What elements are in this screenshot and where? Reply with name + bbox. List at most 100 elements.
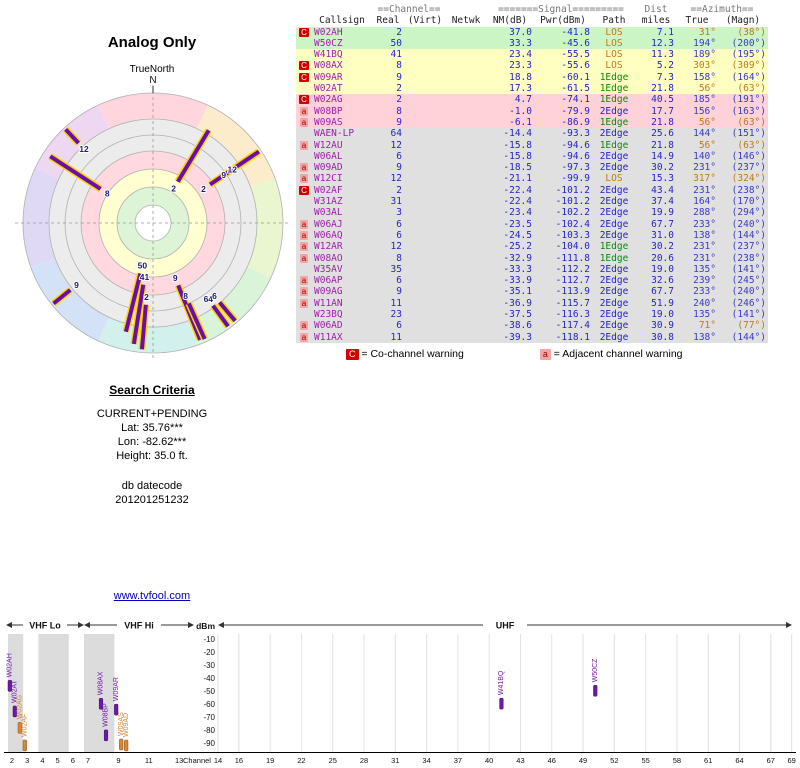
table-row: C W02AF 2 -22.4 -101.2 2Edge 43.4 231° (238°) [296, 184, 768, 197]
station-table-body: C W02AH 2 37.0 -41.8 LOS 7.1 31° (38°) W50CZ 50 33.… [296, 26, 768, 343]
azimuth-true: 194° [693, 37, 716, 49]
adjacent-channel-warning-icon: a [299, 321, 309, 331]
col-miles: miles [641, 15, 671, 27]
pwr-dbm: -93.3 [561, 128, 590, 140]
callsign: W02AG [314, 94, 343, 106]
pwr-dbm: -113.9 [555, 286, 590, 298]
radar-signal-bar [176, 129, 211, 183]
pwr-dbm: -101.2 [555, 196, 590, 208]
callsign: W12AU [314, 139, 343, 151]
real-channel: 2 [396, 94, 402, 106]
warning-marker: a [296, 106, 312, 117]
pwr-dbm: -101.2 [555, 184, 590, 196]
x-tick-label: 6 [71, 756, 75, 765]
callsign: W06AL [314, 150, 343, 162]
signal-path: 2Edge [599, 150, 629, 162]
signal-path: LOS [605, 60, 623, 72]
radar-signal-bar [64, 127, 81, 145]
pwr-dbm: -112.2 [555, 263, 590, 275]
table-row: a W06AJ 6 -23.5 -102.4 2Edge 67.7 233° (240°) [296, 218, 768, 230]
x-tick-label: 3 [25, 756, 29, 765]
azimuth-magnetic: (63°) [737, 139, 766, 151]
table-row: a W12AR 12 -25.2 -104.0 1Edge 30.2 231° (237°) [296, 241, 768, 253]
callsign: W41BQ [314, 49, 343, 61]
radar-channel-label: 50 [138, 261, 148, 271]
real-channel: 41 [390, 49, 402, 61]
network [446, 219, 486, 230]
x-tick-label: 16 [235, 756, 243, 765]
azimuth-true: 56° [698, 139, 716, 151]
nm-db: -39.3 [503, 331, 532, 343]
distance-miles: 37.4 [651, 196, 674, 208]
x-tick-label: 4 [40, 756, 44, 765]
callsign: W03AL [314, 207, 343, 219]
distance-miles: 14.9 [651, 150, 674, 162]
warning-marker [296, 83, 312, 94]
azimuth-true: 138° [693, 229, 716, 241]
azimuth-true: 288° [693, 207, 716, 219]
radar-signal-bar [49, 154, 102, 191]
col-callsign: Callsign [319, 15, 365, 27]
azimuth-true: 135° [693, 263, 716, 275]
azimuth-magnetic: (246°) [731, 297, 766, 309]
network [446, 275, 486, 286]
signal-path: 2Edge [599, 297, 629, 309]
azimuth-true: 31° [698, 26, 716, 38]
azimuth-magnetic: (164°) [731, 71, 766, 83]
nm-db: -6.1 [509, 116, 532, 128]
callsign: W06AD [314, 320, 343, 332]
table-row: a W12CI 12 -21.1 -99.9 LOS 15.3 317° (324°) [296, 173, 768, 185]
radar-signal-bar [123, 273, 143, 333]
distance-miles: 25.6 [651, 128, 674, 140]
datecode-value: 201201251232 [115, 494, 189, 506]
adjacent-channel-text: = Adjacent channel warning [553, 347, 683, 360]
signal-path: 2Edge [599, 229, 629, 241]
y-tick-label: -90 [203, 739, 215, 748]
warning-marker: C [296, 60, 312, 71]
radar-channel-label: 2 [144, 292, 149, 302]
real-channel: 9 [396, 286, 402, 298]
virtual-channel [404, 253, 446, 264]
adjacent-channel-warning-icon: a [299, 276, 309, 286]
callsign: W06AQ [314, 229, 343, 241]
x-tick-label: 67 [767, 756, 775, 765]
warning-marker: a [296, 298, 312, 309]
azimuth-true: 239° [693, 275, 716, 287]
callsign: W50CZ [314, 37, 343, 49]
azimuth-true: 233° [693, 218, 716, 230]
radar-signal-bar [211, 304, 230, 328]
table-header-groups: ==Channel== =======Signal========= Dist … [296, 4, 768, 15]
tvfool-link[interactable]: www.tvfool.com [113, 590, 191, 602]
signal-path: 2Edge [599, 331, 629, 343]
arrow-left-icon [6, 622, 12, 628]
network [446, 332, 486, 343]
radar-signal-bar [218, 301, 237, 323]
signal-path: 2Edge [599, 263, 629, 275]
signal-path: 2Edge [599, 275, 629, 287]
table-row: a W06AQ 6 -24.5 -103.3 2Edge 31.0 138° (144°) [296, 229, 768, 242]
network [446, 207, 486, 218]
warning-marker: a [296, 140, 312, 151]
warning-marker: C [296, 94, 312, 105]
nm-db: -15.8 [503, 139, 532, 151]
callsign: W12AR [314, 241, 343, 253]
arrow-left-icon [84, 622, 90, 628]
virtual-channel [404, 320, 446, 331]
real-channel: 6 [396, 218, 402, 230]
virtual-channel [404, 298, 446, 309]
radar-signal-bar [139, 304, 148, 350]
col-path: Path [602, 15, 626, 27]
pwr-dbm: -102.2 [555, 207, 590, 219]
azimuth-true: 138° [693, 331, 716, 343]
azimuth-magnetic: (63°) [737, 83, 766, 95]
radar-channel-label: 6 [212, 291, 217, 301]
pwr-dbm: -41.8 [561, 26, 590, 38]
warning-legend: C = Co-channel warning a = Adjacent chan… [296, 348, 798, 360]
real-channel: 8 [396, 105, 402, 117]
distance-miles: 30.2 [651, 162, 674, 174]
table-row: WAEN-LP 64 -14.4 -93.3 2Edge 25.6 144° (151°) [296, 128, 768, 140]
radar-channel-label: 41 [140, 272, 150, 282]
nm-db: -15.8 [503, 150, 532, 162]
radar-channel-label: 9 [173, 273, 178, 283]
azimuth-magnetic: (238°) [731, 252, 766, 264]
